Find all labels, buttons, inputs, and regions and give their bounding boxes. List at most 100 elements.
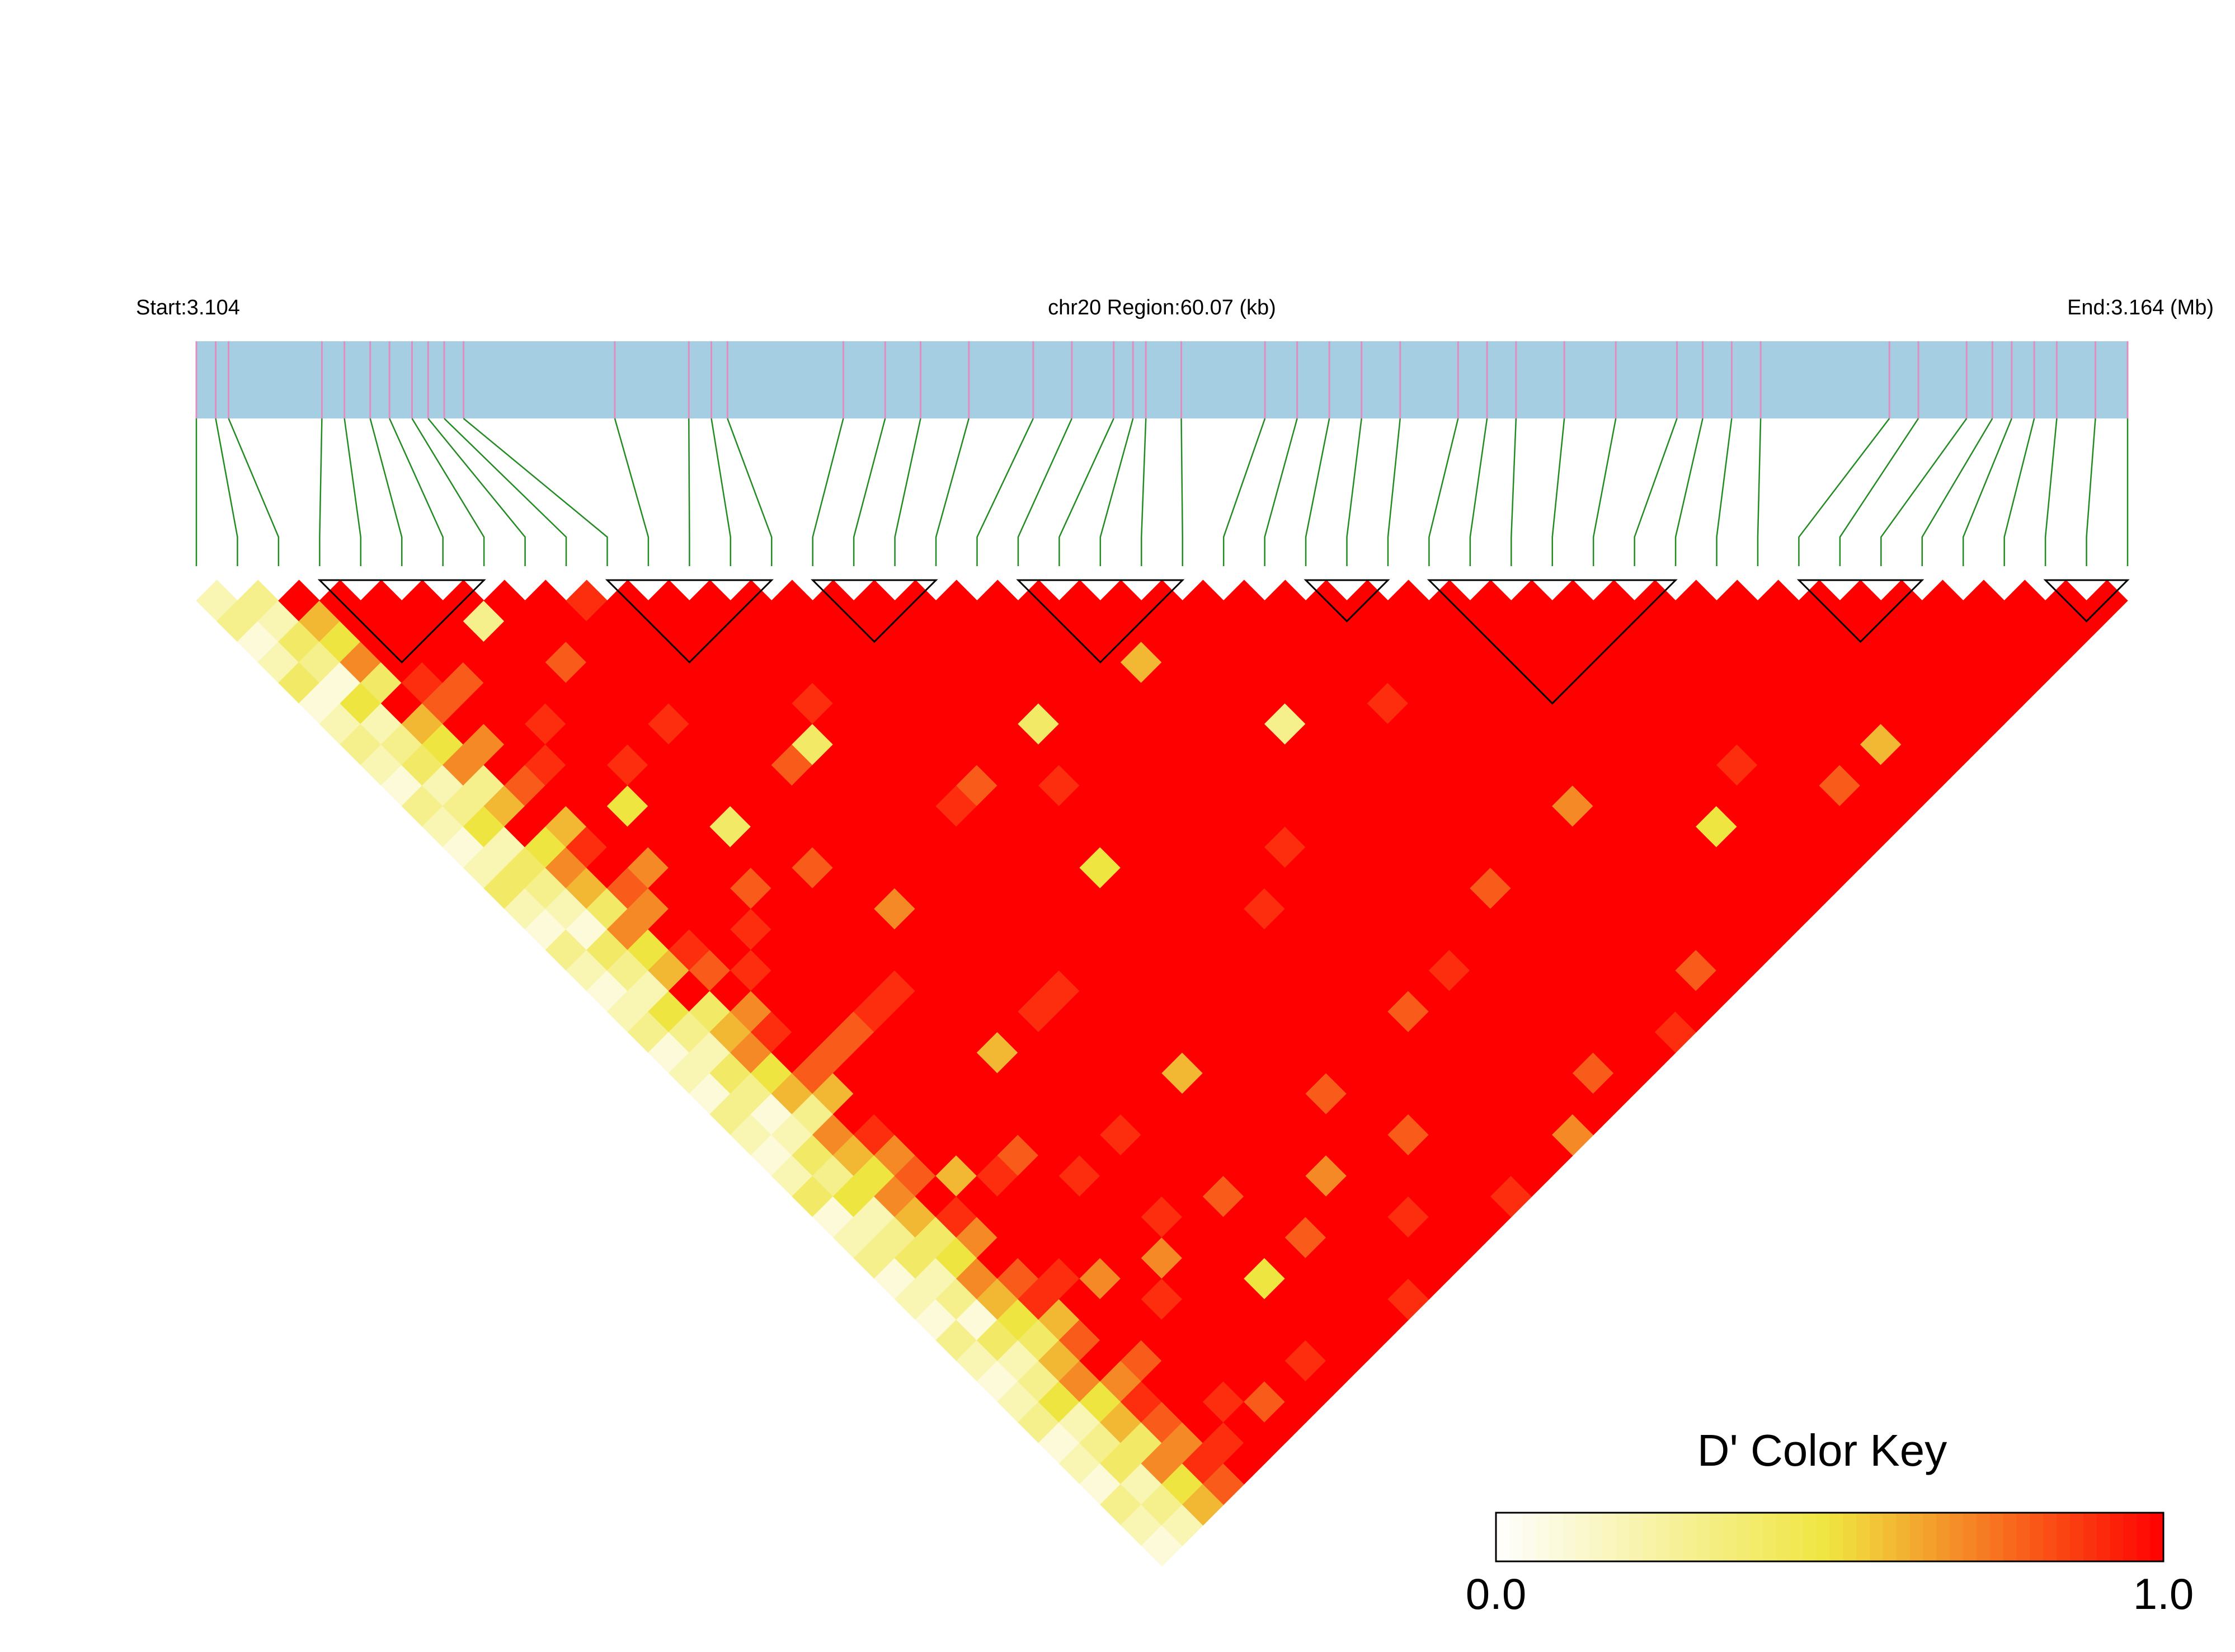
key-swatch (1909, 1513, 1924, 1561)
snp-connector (1716, 418, 1733, 566)
snp-connector (1058, 418, 1114, 566)
key-swatch (1776, 1513, 1790, 1561)
key-swatch (2123, 1513, 2138, 1561)
snp-connector (1674, 418, 1704, 566)
ld-cells (196, 580, 2128, 1567)
haplotype-block (1016, 579, 1185, 664)
snp-connector (463, 418, 608, 566)
key-swatch (1963, 1513, 1977, 1561)
snp-connector (2044, 418, 2058, 566)
key-swatch (1522, 1513, 1537, 1561)
key-swatch (1709, 1513, 1724, 1561)
end-label: End:3.164 (Mb) (2067, 296, 2214, 319)
snp-connector (1921, 418, 1993, 566)
key-swatch (1496, 1513, 1510, 1561)
key-swatch (1883, 1513, 1897, 1561)
key-tick-label: 0.0 (1466, 1569, 1526, 1618)
key-swatch (1616, 1513, 1630, 1561)
haplotype-block (1427, 579, 1678, 705)
snp-connector (427, 418, 526, 566)
key-swatch (1509, 1513, 1523, 1561)
key-swatch (2069, 1513, 2084, 1561)
snp-connector (1428, 418, 1459, 566)
key-swatch (1656, 1513, 1670, 1561)
key-swatch (2003, 1513, 2017, 1561)
snp-connector (1592, 418, 1617, 566)
snp-connector (1634, 418, 1678, 566)
key-swatch (1936, 1513, 1951, 1561)
key-swatch (2110, 1513, 2124, 1561)
key-swatch (2016, 1513, 2031, 1561)
key-swatch (1763, 1513, 1777, 1561)
key-swatch (1816, 1513, 1831, 1561)
snp-connector (1880, 418, 1968, 566)
position-bar (196, 341, 2128, 418)
snp-connector (1798, 418, 1890, 566)
snp-connector (1551, 418, 1565, 566)
snp-connector (1180, 418, 1183, 566)
key-swatch (1602, 1513, 1617, 1561)
snp-connector (444, 418, 567, 566)
key-title: D' Color Key (1697, 1425, 1947, 1475)
haplotype-block (811, 579, 938, 643)
snp-connector (1017, 418, 1073, 566)
snp-connector (894, 418, 921, 566)
key-swatch (2057, 1513, 2071, 1561)
snp-connector (1222, 418, 1266, 566)
snp-connector (727, 418, 773, 566)
snp-connector (1511, 418, 1517, 566)
snp-connector (1469, 418, 1488, 566)
key-swatch (1589, 1513, 1603, 1561)
snp-connector (976, 418, 1034, 566)
key-swatch (1856, 1513, 1870, 1561)
haplotype-block (1796, 579, 1925, 643)
snp-connector (1099, 418, 1134, 566)
snp-connector (2003, 418, 2035, 566)
key-swatch (1789, 1513, 1804, 1561)
key-swatch (1950, 1513, 1964, 1561)
snp-connector (344, 418, 362, 566)
haplotype-block (2043, 579, 2130, 623)
snp-connector (1141, 418, 1147, 566)
key-tick-label: 1.0 (2133, 1569, 2194, 1618)
snp-connector (1305, 418, 1330, 566)
snp-connector (853, 418, 886, 566)
snp-connector (1264, 418, 1298, 566)
key-swatch (1896, 1513, 1911, 1561)
haplotype-block (317, 579, 486, 664)
key-swatch (1723, 1513, 1737, 1561)
key-swatch (1549, 1513, 1564, 1561)
snp-connector (1387, 418, 1401, 566)
key-swatch (1643, 1513, 1657, 1561)
snp-connector (411, 418, 485, 566)
snp-connector (1962, 418, 2013, 566)
key-swatch (1870, 1513, 1884, 1561)
snp-connector (228, 418, 280, 566)
snp-connector (1839, 418, 1919, 566)
key-swatch (1536, 1513, 1550, 1561)
snp-connector (614, 418, 650, 566)
snp-connector (1346, 418, 1362, 566)
snp-connector (711, 418, 732, 566)
key-swatch (2030, 1513, 2044, 1561)
snp-connector (319, 418, 323, 566)
snp-connector (812, 418, 844, 566)
key-swatch (1576, 1513, 1590, 1561)
key-swatch (1803, 1513, 1817, 1561)
key-swatch (2083, 1513, 2097, 1561)
key-swatch (2150, 1513, 2164, 1561)
key-swatch (2096, 1513, 2111, 1561)
key-swatch (1989, 1513, 2004, 1561)
key-swatch (1923, 1513, 1937, 1561)
key-swatch (2043, 1513, 2057, 1561)
haplotype-block (1304, 579, 1390, 623)
snp-connector (2086, 418, 2096, 566)
key-swatch (1629, 1513, 1644, 1561)
key-swatch (1563, 1513, 1577, 1561)
haplotype-block (605, 579, 774, 664)
key-swatch (1736, 1513, 1751, 1561)
key-frame (1495, 1512, 2165, 1562)
snp-connector (389, 418, 444, 566)
